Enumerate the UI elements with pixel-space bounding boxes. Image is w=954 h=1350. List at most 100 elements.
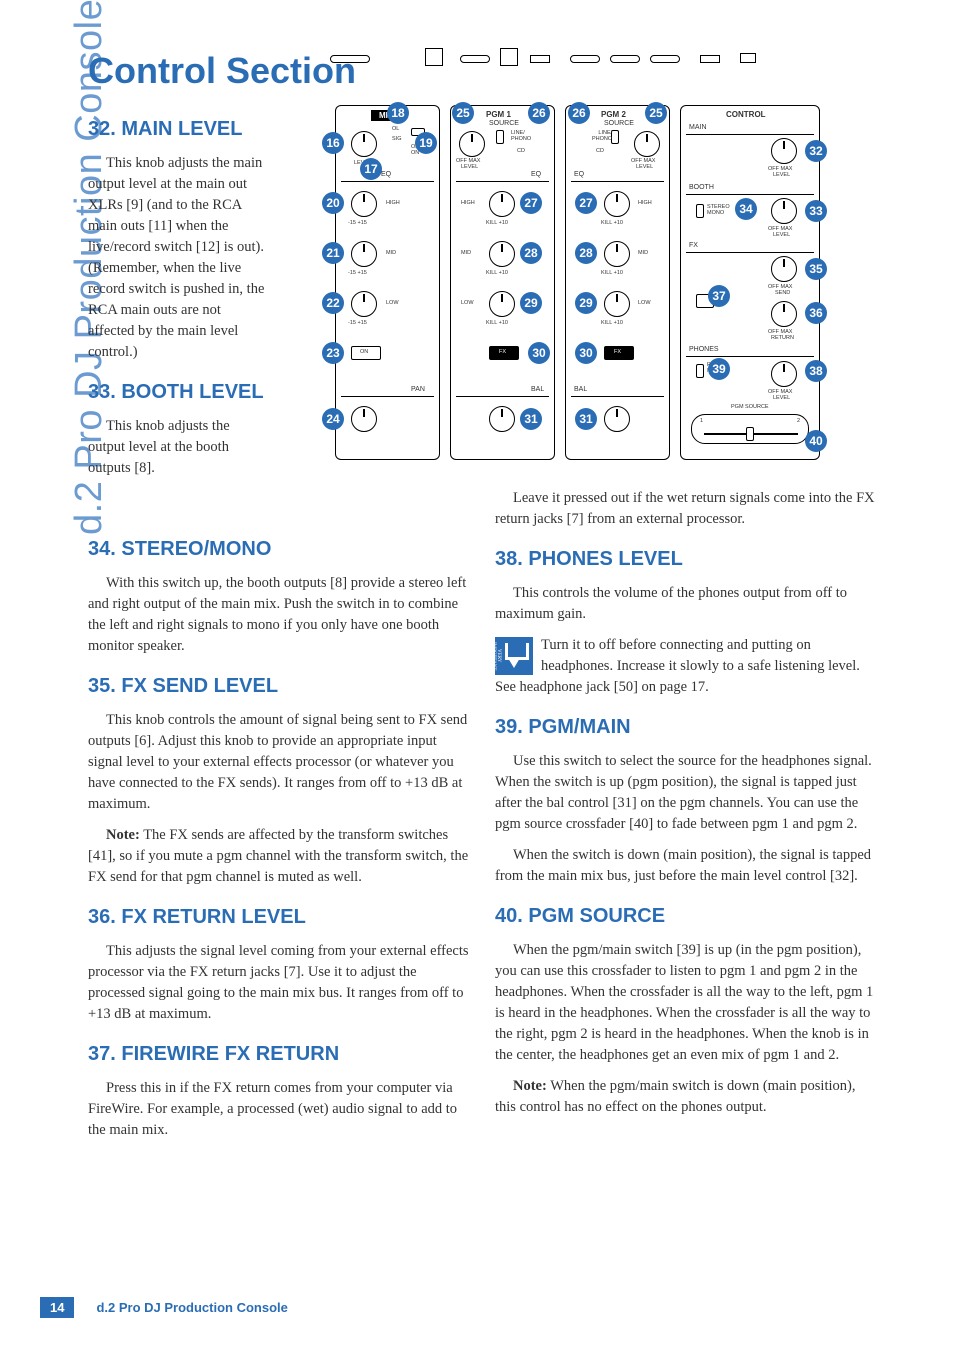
high-label: HIGH [638, 200, 652, 206]
pgm2-source-switch [611, 130, 619, 144]
fx-label: FX [499, 349, 506, 355]
body-35-1: This knob controls the amount of signal … [88, 710, 473, 815]
on-label: ON [360, 349, 368, 355]
callout-27b: 27 [575, 192, 597, 214]
mic-high-knob [351, 191, 377, 217]
connector [570, 55, 600, 63]
callout-16: 16 [322, 132, 344, 154]
fx-send-knob [771, 256, 797, 282]
pgm2-mid-knob [604, 241, 630, 267]
mic-mid-knob [351, 241, 377, 267]
pgm1-mid-knob [489, 241, 515, 267]
range-label: -15 +15 [348, 320, 367, 326]
callout-25: 25 [452, 102, 474, 124]
pgm1-label: PGM 1 [486, 110, 511, 119]
callout-23: 23 [322, 342, 344, 364]
kill-label: KILL +10 [601, 270, 623, 276]
pgm1-low-knob [489, 291, 515, 317]
range-label: -15 +15 [348, 220, 367, 226]
heading-36: 36. FX RETURN LEVEL [88, 906, 473, 929]
pan-label: PAN [411, 386, 425, 393]
kill-label: KILL +10 [486, 220, 508, 226]
callout-32: 32 [805, 140, 827, 162]
mid-label: MID [386, 250, 396, 256]
callout-40: 40 [805, 430, 827, 452]
return-label: RETURN [771, 335, 794, 341]
level-label: LEVEL [461, 164, 478, 170]
important-sidebar-text: VERY IMPORTANT [495, 637, 501, 675]
callout-20: 20 [322, 192, 344, 214]
footer: 14 d.2 Pro DJ Production Console [40, 1297, 288, 1318]
body-37-2: Leave it pressed out if the wet return s… [495, 488, 880, 530]
callout-35: 35 [805, 258, 827, 280]
range-label: -15 +15 [348, 270, 367, 276]
pgm2-bal-knob [604, 406, 630, 432]
line-phono-label: LINE/ PHONO [592, 130, 612, 142]
one-label: 1 [700, 418, 703, 424]
connector [650, 55, 680, 63]
mic-low-knob [351, 291, 377, 317]
stereo-mono-btn [696, 204, 704, 218]
pgm2-label: PGM 2 [601, 110, 626, 119]
pgm1-high-knob [489, 191, 515, 217]
note-label: Note: [513, 1078, 547, 1094]
callout-18: 18 [387, 102, 409, 124]
pgm2-low-knob [604, 291, 630, 317]
kill-label: KILL +10 [486, 320, 508, 326]
bal-label: BAL [531, 386, 544, 393]
callout-29: 29 [520, 292, 542, 314]
body-38-1: This controls the volume of the phones o… [495, 583, 880, 625]
callout-25b: 25 [645, 102, 667, 124]
control-panel: CONTROL MAIN OFF MAX LEVEL BOOTH STEREO … [680, 105, 820, 460]
callout-30b: 30 [575, 342, 597, 364]
fx-return-knob [771, 301, 797, 327]
pgm2-high-knob [604, 191, 630, 217]
eq-label: EQ [574, 171, 584, 178]
level-label: LEVEL [636, 164, 653, 170]
main-label: MAIN [689, 124, 707, 131]
mid-label: MID [638, 250, 648, 256]
callout-26: 26 [528, 102, 550, 124]
heading-34: 34. STEREO/MONO [88, 538, 473, 561]
low-label: LOW [461, 300, 474, 306]
footer-product-name: d.2 Pro DJ Production Console [96, 1300, 287, 1315]
note-label: Note: [106, 827, 140, 843]
mic-panel: MIC LEVEL OL SIG OFF ON EQ HIGH -15 +15 … [335, 105, 440, 460]
note-text: When the pgm/main switch is down (main p… [495, 1078, 855, 1115]
high-label: HIGH [461, 200, 475, 206]
callout-38: 38 [805, 360, 827, 382]
bal-label: BAL [574, 386, 587, 393]
main-level-knob [771, 138, 797, 164]
stereo-mono-label: STEREO MONO [707, 204, 730, 216]
mic-level-knob [351, 131, 377, 157]
kill-label: KILL +10 [486, 270, 508, 276]
phones-label: PHONES [689, 346, 719, 353]
source-label: SOURCE [489, 120, 519, 127]
connector [740, 53, 756, 63]
cd-label: CD [517, 148, 525, 154]
callout-26b: 26 [568, 102, 590, 124]
pgm-source-label: PGM SOURCE [731, 404, 769, 410]
body-32: This knob adjusts the main output level … [88, 153, 268, 363]
callout-28b: 28 [575, 242, 597, 264]
booth-level-knob [771, 198, 797, 224]
body-37-1: Press this in if the FX return comes fro… [88, 1078, 473, 1141]
top-connectors [330, 40, 830, 70]
callout-19: 19 [415, 132, 437, 154]
control-section-diagram: MIC LEVEL OL SIG OFF ON EQ HIGH -15 +15 … [280, 40, 880, 470]
phones-level-knob [771, 361, 797, 387]
body-39-1: Use this switch to select the source for… [495, 751, 880, 835]
heading-33: 33. BOOTH LEVEL [88, 381, 268, 404]
heading-32: 32. MAIN LEVEL [88, 118, 268, 141]
level-label: LEVEL [773, 172, 790, 178]
callout-30: 30 [528, 342, 550, 364]
connector [425, 48, 443, 66]
heading-35: 35. FX SEND LEVEL [88, 675, 473, 698]
body-35-note: Note: The FX sends are affected by the t… [88, 825, 473, 888]
eq-label: EQ [531, 171, 541, 178]
callout-31: 31 [520, 408, 542, 430]
note-text: The FX sends are affected by the transfo… [88, 827, 468, 885]
mic-pan-knob [351, 406, 377, 432]
connector [530, 55, 550, 63]
pgm1-bal-knob [489, 406, 515, 432]
